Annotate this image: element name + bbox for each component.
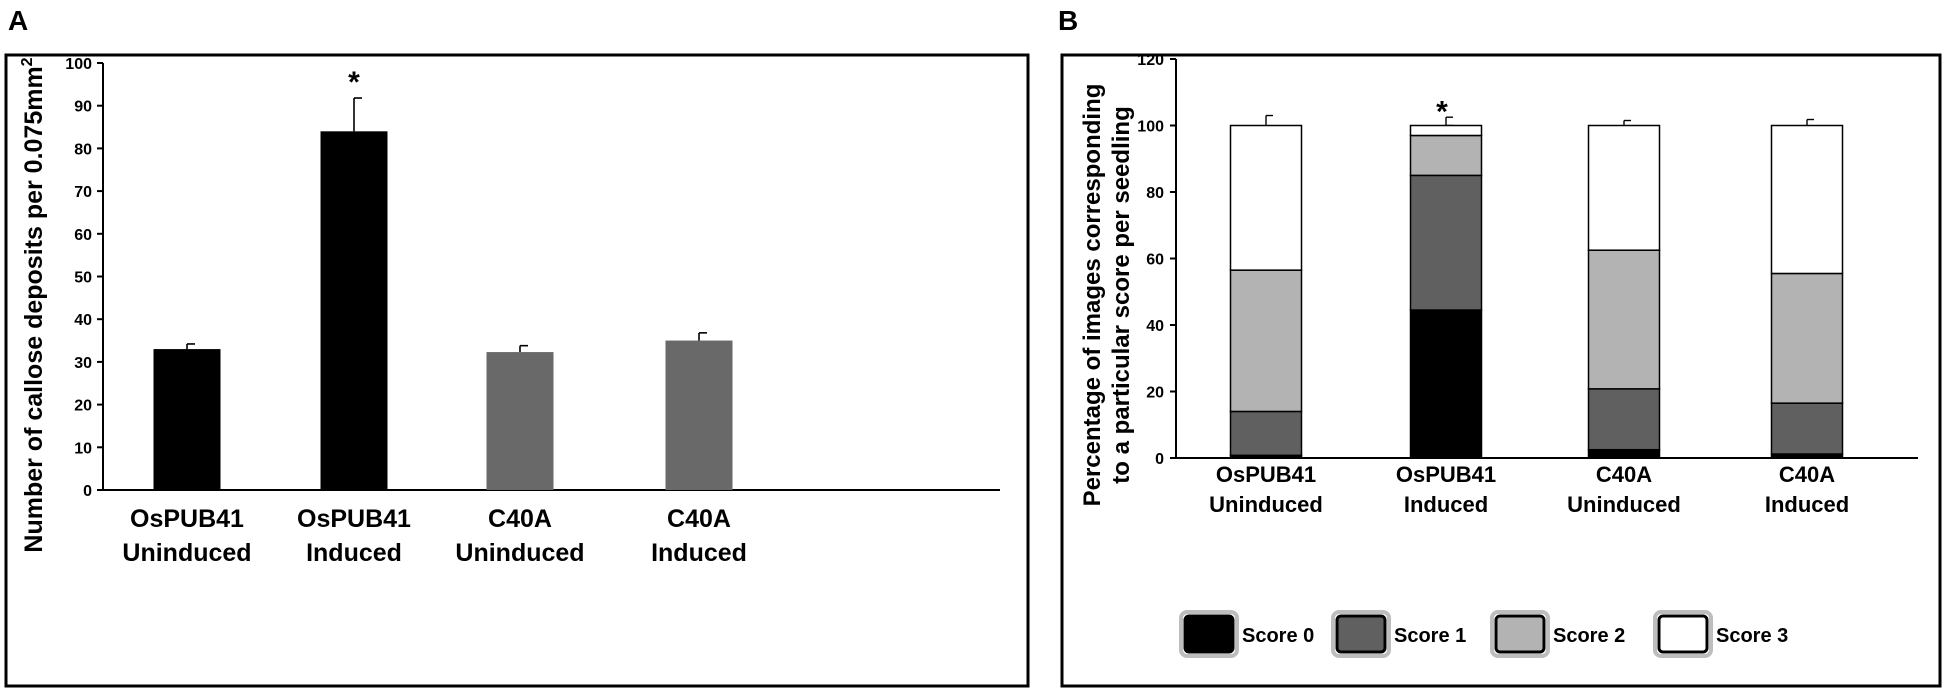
category-label: OsPUB41 [130, 505, 244, 533]
legend-label: Score 0 [1242, 625, 1314, 647]
bar [320, 131, 388, 490]
y-tick-label: 10 [74, 440, 92, 457]
panel-b-letter: B [1058, 5, 1078, 36]
y-tick-label: 0 [83, 483, 92, 500]
category-label: Induced [306, 539, 402, 567]
legend-swatch-halo [1490, 610, 1550, 658]
y-axis-label: Percentage of images corresponding [1079, 84, 1106, 507]
panel-a-chart: 0 10 20 30 40 50 60 70 80 90 100 OsPUB41 Uninduced Os… [19, 56, 1000, 567]
legend-swatch-halo [1653, 610, 1713, 658]
stacked-bar-segment [1587, 249, 1661, 390]
bar [486, 352, 554, 490]
legend-swatch-halo [1179, 610, 1239, 658]
y-tick-label: 60 [74, 227, 92, 244]
y-tick-label: 0 [1155, 451, 1164, 468]
y-tick-label: 60 [1146, 252, 1164, 269]
y-tick-label: 80 [74, 141, 92, 158]
panel-b-chart: 0 20 40 60 80 100 120 OsPUB41 Uninduced OsPUB41 In… [1079, 52, 1918, 658]
panel-a-frame [4, 53, 1030, 688]
y-tick-label: 100 [65, 56, 92, 73]
y-axis-label: to a particular score per seedling [1108, 106, 1135, 483]
stacked-bar-segment [1229, 410, 1303, 457]
bar [153, 349, 221, 490]
stacked-bar-segment [1770, 272, 1844, 404]
y-tick-label: 20 [74, 398, 92, 415]
category-label: C40A [667, 505, 731, 533]
legend-label: Score 3 [1716, 625, 1788, 647]
category-label: OsPUB41 [1396, 462, 1496, 487]
stacked-bar-segment [1229, 124, 1303, 271]
y-tick-label: 40 [74, 312, 92, 329]
stacked-bar-segment [1587, 388, 1661, 451]
legend-swatch [1183, 614, 1235, 654]
category-label: C40A [1779, 462, 1835, 487]
panel-b-frame [1060, 53, 1942, 688]
significance-asterisk: * [1436, 96, 1448, 129]
y-tick-label: 20 [1146, 385, 1164, 402]
legend-swatch [1494, 614, 1546, 654]
legend-label: Score 2 [1553, 625, 1625, 647]
y-tick-label: 40 [1146, 318, 1164, 335]
bar [665, 340, 733, 490]
category-label: OsPUB41 [297, 505, 411, 533]
stacked-bar-segment [1587, 124, 1661, 251]
legend-swatch [1657, 614, 1709, 654]
y-tick-label: 90 [74, 99, 92, 116]
stacked-bar-segment [1409, 309, 1483, 459]
significance-asterisk: * [348, 66, 360, 99]
stacked-bar-segment [1409, 174, 1483, 311]
legend-swatch [1335, 614, 1387, 654]
category-label: Uninduced [122, 539, 251, 567]
category-label: Induced [1765, 492, 1849, 517]
legend-swatch-halo [1331, 610, 1391, 658]
y-tick-label: 80 [1146, 185, 1164, 202]
y-axis-label-superscript: 2 [19, 57, 36, 66]
panel-a-letter: A [8, 5, 28, 36]
y-tick-label: 70 [74, 184, 92, 201]
y-tick-label: 120 [1137, 52, 1164, 69]
stacked-bar-segment [1409, 134, 1483, 177]
category-label: C40A [1596, 462, 1652, 487]
stacked-bar-segment [1587, 448, 1661, 459]
stacked-bar-segment [1770, 402, 1844, 455]
stacked-bar-segment [1770, 124, 1844, 275]
y-tick-label: 100 [1137, 119, 1164, 136]
category-label: Uninduced [455, 539, 584, 567]
category-label: Uninduced [1209, 492, 1323, 517]
legend-label: Score 1 [1394, 625, 1466, 647]
category-label: OsPUB41 [1216, 462, 1316, 487]
y-tick-label: 30 [74, 355, 92, 372]
category-label: Induced [651, 539, 747, 567]
y-tick-label: 50 [74, 270, 92, 287]
category-label: Uninduced [1567, 492, 1681, 517]
category-label: Induced [1404, 492, 1488, 517]
stacked-bar-segment [1229, 269, 1303, 413]
y-axis-label: Number of callose deposits per 0.075mm2 [19, 57, 48, 552]
category-label: C40A [488, 505, 552, 533]
